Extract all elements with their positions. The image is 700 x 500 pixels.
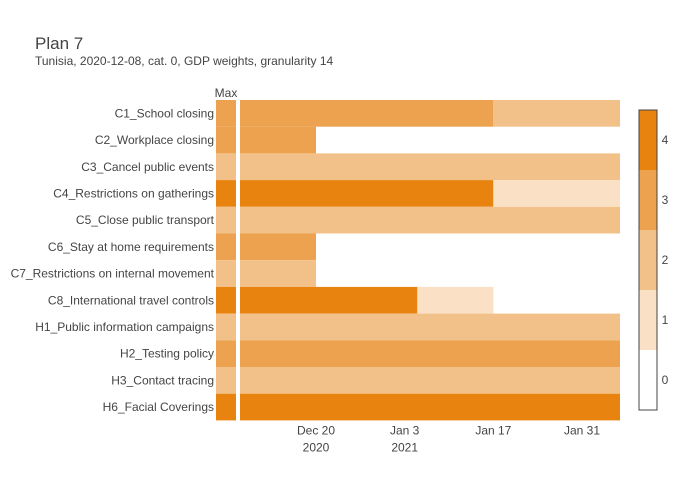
colorbar-outline bbox=[638, 109, 658, 411]
max-cell-c5-close-public-transport bbox=[216, 206, 236, 234]
x-tick-label-0: Dec 20 bbox=[297, 423, 335, 437]
max-cell-c4-restrictions-on-gatherings bbox=[216, 180, 236, 207]
heat-cell-c8-international-travel-controls-1 bbox=[417, 286, 494, 314]
heat-cell-c8-international-travel-controls-0 bbox=[240, 286, 418, 314]
colorbar-segment-3 bbox=[639, 170, 657, 230]
colorbar-tick-2: 2 bbox=[662, 253, 669, 267]
colorbar-segment-2 bbox=[639, 230, 657, 290]
x-tick-label-2: Jan 17 bbox=[475, 423, 511, 437]
heat-cell-c4-restrictions-on-gatherings-0 bbox=[240, 180, 494, 207]
colorbar-segment-1 bbox=[639, 290, 657, 350]
colorbar-tick-0: 0 bbox=[662, 373, 669, 387]
heat-cell-h2-testing-policy-0 bbox=[240, 340, 620, 367]
max-cell-c1-school-closing bbox=[216, 100, 236, 127]
x-tick-sublabel-1: 2021 bbox=[391, 440, 418, 454]
chart-title: Plan 7 bbox=[35, 34, 84, 53]
heat-cell-c4-restrictions-on-gatherings-1 bbox=[493, 180, 620, 207]
heat-cell-c1-school-closing-1 bbox=[493, 100, 620, 127]
max-cell-h3-contact-tracing bbox=[216, 367, 236, 394]
row-label-c7-restrictions-on-internal-movement: C7_Restrictions on internal movement bbox=[11, 267, 215, 281]
row-label-h6-facial-coverings: H6_Facial Coverings bbox=[103, 400, 214, 414]
heat-cell-c5-close-public-transport-0 bbox=[240, 206, 620, 234]
heat-cell-c6-stay-at-home-requirements-0 bbox=[240, 233, 316, 261]
max-cell-c2-workplace-closing bbox=[216, 126, 236, 154]
x-tick-label-1: Jan 3 bbox=[390, 423, 420, 437]
colorbar-segment-4 bbox=[639, 110, 657, 170]
row-label-c5-close-public-transport: C5_Close public transport bbox=[76, 213, 215, 227]
heat-cell-c7-restrictions-on-internal-movement-0 bbox=[240, 260, 316, 287]
chart-subtitle: Tunisia, 2020-12-08, cat. 0, GDP weights… bbox=[35, 54, 334, 68]
row-label-h1-public-information-campaigns: H1_Public information campaigns bbox=[35, 320, 214, 334]
heat-cell-h6-facial-coverings-0 bbox=[240, 393, 620, 421]
row-label-c2-workplace-closing: C2_Workplace closing bbox=[95, 133, 214, 147]
max-cell-h6-facial-coverings bbox=[216, 393, 236, 421]
colorbar-tick-3: 3 bbox=[662, 193, 669, 207]
row-label-c8-international-travel-controls: C8_International travel controls bbox=[48, 293, 214, 307]
max-cell-h2-testing-policy bbox=[216, 340, 236, 367]
max-column-label: Max bbox=[215, 86, 238, 100]
row-label-c6-stay-at-home-requirements: C6_Stay at home requirements bbox=[48, 240, 214, 254]
row-label-h2-testing-policy: H2_Testing policy bbox=[120, 347, 214, 361]
row-label-c3-cancel-public-events: C3_Cancel public events bbox=[81, 160, 214, 174]
max-cell-c7-restrictions-on-internal-movement bbox=[216, 260, 236, 287]
heat-cell-c1-school-closing-0 bbox=[240, 100, 494, 127]
x-tick-sublabel-0: 2020 bbox=[303, 440, 330, 454]
max-cell-c3-cancel-public-events bbox=[216, 153, 236, 181]
max-cell-c6-stay-at-home-requirements bbox=[216, 233, 236, 261]
heat-cell-h1-public-information-campaigns-0 bbox=[240, 313, 620, 341]
row-label-h3-contact-tracing: H3_Contact tracing bbox=[111, 373, 214, 387]
heat-cell-c2-workplace-closing-0 bbox=[240, 126, 316, 154]
x-tick-label-3: Jan 31 bbox=[564, 423, 600, 437]
heat-cell-h3-contact-tracing-0 bbox=[240, 367, 620, 394]
max-cell-c8-international-travel-controls bbox=[216, 286, 236, 314]
colorbar-tick-1: 1 bbox=[662, 313, 669, 327]
heat-cell-c3-cancel-public-events-0 bbox=[240, 153, 620, 181]
row-label-c1-school-closing: C1_School closing bbox=[115, 106, 214, 120]
colorbar-tick-4: 4 bbox=[662, 133, 669, 147]
colorbar-segment-0 bbox=[639, 350, 657, 410]
max-cell-h1-public-information-campaigns bbox=[216, 313, 236, 341]
row-label-c4-restrictions-on-gatherings: C4_Restrictions on gatherings bbox=[53, 186, 214, 200]
